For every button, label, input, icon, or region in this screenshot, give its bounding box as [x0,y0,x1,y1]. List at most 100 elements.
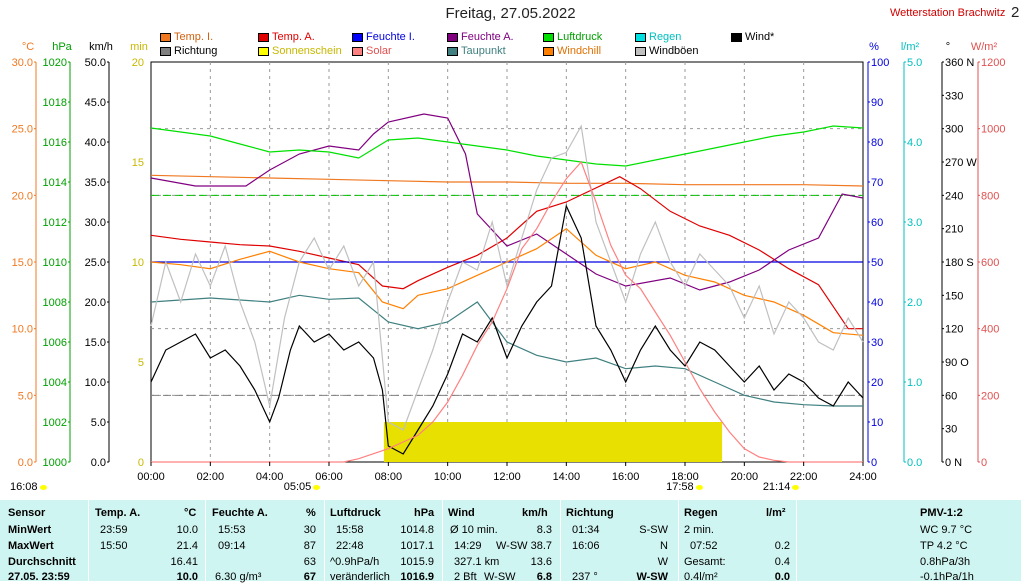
event-marker: 05:05 [284,481,321,493]
axis-tick-label: 400 [981,324,999,336]
axis-tick-label: 70 [871,177,883,189]
axis-tick-label: 1002 [43,417,67,429]
table-divider [560,500,561,581]
temp-unit: °C [184,507,197,519]
x-tick-label: 06:00 [315,471,343,483]
axis-unit-label: l/m² [901,41,920,53]
temp-header: Temp. A. [95,507,141,519]
axis-tick-label: 1000 [43,457,67,469]
axis-tick-label: 20.0 [12,190,33,202]
pressure-max-value: 1017.1 [400,540,434,552]
pressure-forecast: veränderlich [330,571,390,583]
pmv-trend-1h: -0.1hPa/1h [920,571,974,583]
sun-dot-icon [39,484,47,490]
wind-avg-value: 13.6 [530,556,552,568]
temp-avg-value: 16.41 [170,556,198,568]
table-divider [205,500,206,581]
axis-tick-label: 10 [132,257,144,269]
axis-unit-label: °C [22,41,34,53]
axis-tick-label: 35.0 [85,177,106,189]
axis-unit-label: W/m² [971,41,998,53]
axis-tick-label: 1006 [43,337,67,349]
axis-tick-label: 50.0 [85,57,106,69]
x-tick-label: 14:00 [553,471,581,483]
legend-label: Feuchte I. [366,31,415,43]
series-line-windchill [150,227,864,336]
temp-current-value: 10.0 [176,571,198,583]
rain-unit: l/m² [766,507,786,519]
legend-swatch [352,46,363,56]
axis-tick-label: 3.0 [907,217,922,229]
axis-tick-label: 5.0 [907,57,922,69]
wind-current-value: 6.8 [536,571,552,583]
axis-tick-label: 10.0 [85,377,106,389]
table-divider [442,500,443,581]
pressure-current-value: 1016.9 [400,571,434,583]
row-label-max: MaxWert [8,540,54,552]
axis-tick-label: 5.0 [91,417,106,429]
axis-tick-label: 360 N [945,57,974,69]
direction-max-time: 16:06 [572,540,600,552]
legend-label: Richtung [174,45,218,57]
pmv-windchill: WC 9.7 °C [920,524,973,536]
axis-tick-label: 40 [871,297,883,309]
legend-swatch [352,32,363,42]
axis-tick-label: 15.0 [85,337,106,349]
axis-tick-label: 40.0 [85,137,106,149]
corner-number: 2 [1011,4,1020,21]
pressure-min-value: 1014.8 [400,524,434,536]
legend-item: Feuchte I. [352,31,415,43]
pressure-trend: ^0.9hPa/h [330,556,380,568]
axis-unit-label: km/h [89,41,113,53]
pressure-header: Luftdruck [330,507,381,519]
legend-item: Solar [352,45,392,57]
axis-tick-label: 0 N [945,457,962,469]
axis-tick-label: 1000 [981,124,1005,136]
axis-tick-label: 25.0 [12,124,33,136]
pressure-max-time: 22:48 [336,540,364,552]
sunshine-bar [383,422,723,462]
axis-tick-label: 600 [981,257,999,269]
event-marker: 16:08 [10,481,47,493]
humidity-current-value: 67 [303,571,316,583]
legend-swatch [160,32,171,42]
axis-tick-label: 30.0 [85,217,106,229]
rain-total-value: 0.4 [774,556,790,568]
axis-tick-label: 1.0 [907,377,922,389]
axis-tick-label: 2.0 [907,297,922,309]
axis-unit-label: hPa [52,41,72,53]
axis-tick-label: 90 O [945,357,969,369]
axis-tick-label: 200 [981,390,999,402]
legend-swatch [635,46,646,56]
axis-tick-label: 1010 [43,257,67,269]
humidity-max-time: 09:14 [218,540,246,552]
legend-label: Windböen [649,45,699,57]
chart-title: Freitag, 27.05.2022 [445,5,576,22]
legend-swatch [258,32,269,42]
table-divider [796,500,797,581]
rain-current-total: 0.4l/m² [684,571,718,583]
axis-tick-label: 15.0 [12,257,33,269]
legend-item: Wind* [731,31,774,43]
weather-chart: 00:00 02:00 04:00 06:00 08:00 10:00 12:00 14:00… [12,41,1006,483]
sun-dot-icon [792,484,800,490]
temp-max-value: 21.4 [176,540,198,552]
event-time: 05:05 [283,481,312,493]
legend-label: Windchill [557,45,602,57]
temp-max-time: 15:50 [100,540,128,552]
axis-unit-label: min [130,41,148,53]
legend-swatch [258,46,269,56]
axis-unit-label: % [869,41,879,53]
legend-swatch [543,32,554,42]
direction-avg-value: W [657,556,668,568]
row-label-avg: Durchschnitt [8,556,76,568]
axis-tick-label: 1016 [43,137,67,149]
rain-header: Regen [684,507,718,519]
axis-tick-label: 30 [945,424,957,436]
series-line-taupunkt [150,294,863,407]
wind-avg10-value: 8.3 [536,524,552,536]
axis-tick-label: 120 [945,324,963,336]
humidity-min-value: 30 [303,524,316,536]
axis-tick-label: 15 [132,157,144,169]
row-label-current: 27.05. 23:59 [8,571,70,583]
